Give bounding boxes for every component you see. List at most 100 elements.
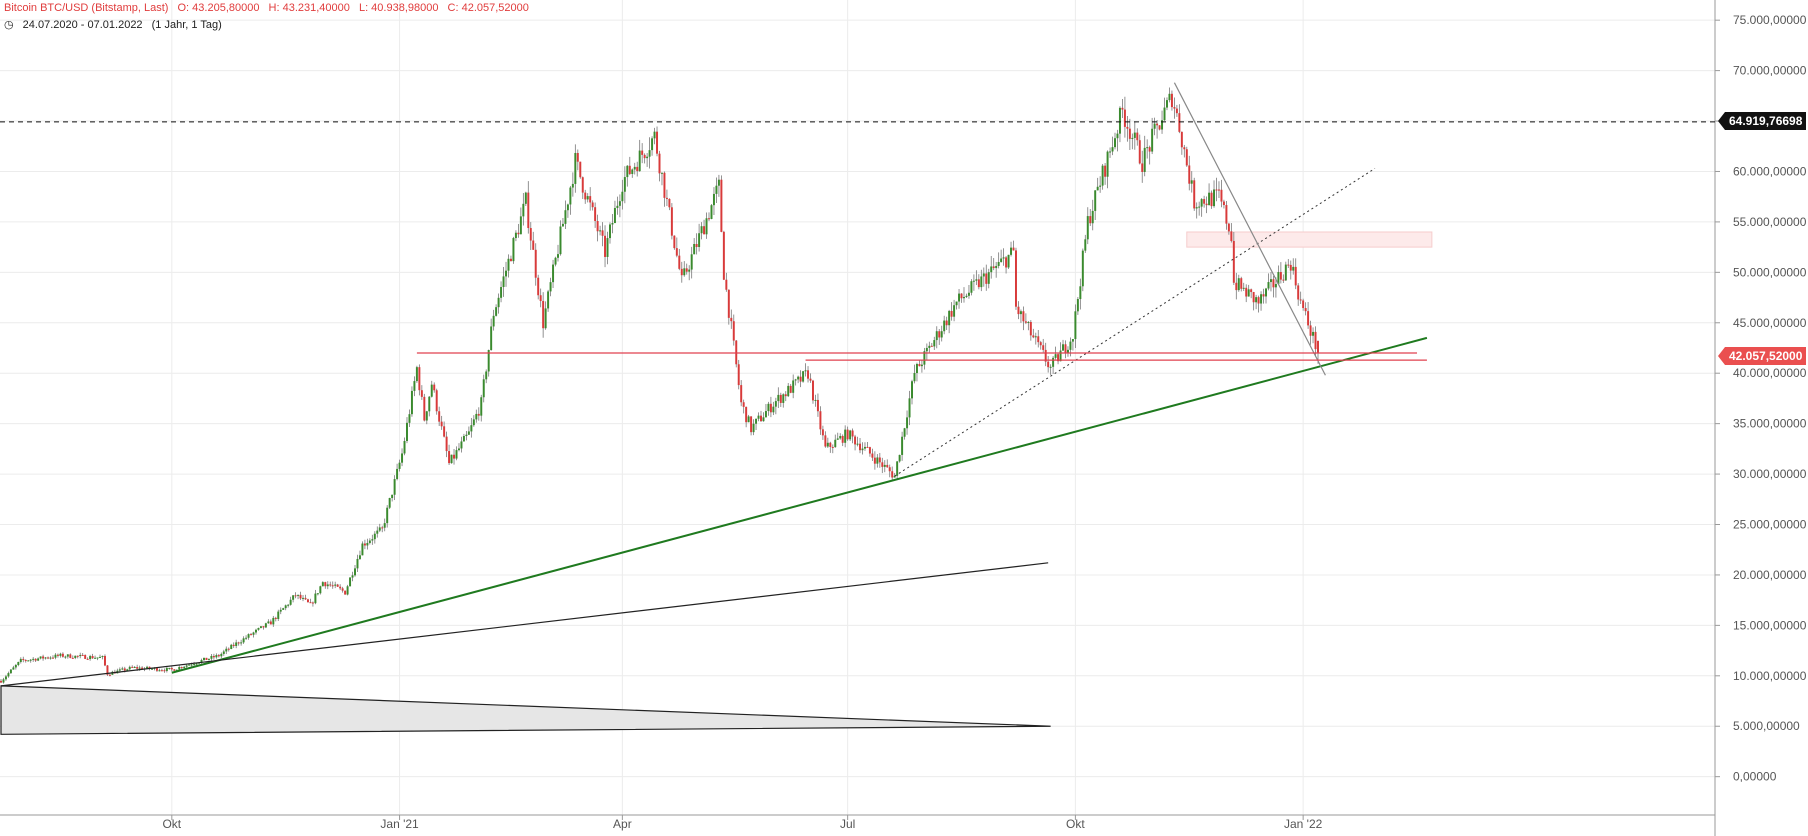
candle-body — [589, 196, 592, 203]
candle-body — [559, 226, 562, 255]
candle-body — [566, 204, 569, 211]
candle-body — [155, 667, 158, 671]
candle-up — [631, 168, 634, 178]
candle-down — [1262, 288, 1265, 304]
candle-body — [376, 530, 379, 534]
candle-body — [168, 667, 171, 669]
candle-body — [391, 494, 394, 499]
candle-body — [514, 232, 517, 239]
candle-down — [61, 652, 64, 658]
x-tick-label: Apr — [613, 817, 632, 831]
candle-body — [462, 435, 465, 442]
candle-body — [262, 626, 265, 628]
candle-body — [878, 457, 881, 463]
candle-body — [1037, 336, 1040, 343]
candle-body — [648, 150, 651, 157]
candle-body — [871, 453, 874, 458]
symbol-label[interactable]: Bitcoin BTC/USD (Bitstamp, Last) — [4, 2, 169, 14]
candle-body — [727, 289, 730, 318]
candle-down — [938, 329, 941, 345]
candle-body — [103, 655, 106, 666]
candle-down — [1245, 284, 1248, 303]
candle-down — [163, 668, 166, 673]
candle-down — [1205, 196, 1208, 214]
candle-body — [1062, 344, 1065, 351]
candle-body — [267, 621, 270, 624]
candle-down — [22, 656, 25, 663]
candle-down — [269, 619, 272, 625]
candle-up — [220, 652, 223, 659]
candle-up — [425, 410, 428, 425]
candle-body — [571, 183, 574, 188]
candle-down — [329, 581, 332, 587]
candle-down — [324, 581, 327, 589]
candle-down — [438, 406, 441, 427]
candle-up — [774, 397, 777, 415]
candle-body — [656, 131, 659, 154]
candle-body — [126, 669, 129, 671]
candle-body — [1183, 147, 1186, 150]
candle-body — [69, 654, 72, 658]
candle-down — [722, 230, 725, 281]
candle-down — [237, 641, 240, 646]
candle-body — [569, 187, 572, 205]
candle-body — [564, 210, 567, 224]
candle-up — [826, 437, 829, 448]
x-tick-label: Okt — [1066, 817, 1085, 831]
candle-body — [294, 595, 297, 597]
candle-down — [1128, 118, 1131, 151]
candle-up — [569, 185, 572, 215]
candle-body — [354, 568, 356, 576]
candle-up — [383, 518, 386, 532]
candle-up — [485, 369, 488, 384]
candle-body — [279, 609, 282, 612]
candle-up — [27, 660, 30, 662]
candle-body — [554, 257, 557, 265]
candle-up — [371, 534, 374, 545]
candle-body — [1027, 321, 1030, 323]
candle-body — [906, 417, 909, 429]
period-label[interactable]: (1 Jahr, 1 Tag) — [151, 19, 222, 31]
y-tick-label: 25.000,00000 — [1733, 518, 1807, 532]
candle-body — [797, 376, 800, 380]
candle-up — [972, 274, 975, 291]
candle-up — [990, 255, 993, 279]
open-value: O: 43.205,80000 — [177, 2, 260, 14]
candle-body — [641, 150, 644, 155]
candle-up — [1163, 97, 1166, 121]
candle-up — [970, 279, 973, 296]
candle-body — [428, 396, 431, 412]
candle-body — [1312, 331, 1315, 336]
candle-up — [326, 581, 329, 590]
candle-body — [56, 654, 59, 656]
candle-body — [911, 381, 913, 399]
candle-down — [103, 654, 106, 667]
candle-body — [183, 666, 186, 669]
date-range-label[interactable]: 24.07.2020 - 07.01.2022 — [22, 19, 143, 31]
candle-body — [128, 666, 131, 670]
clock-icon[interactable]: ◷ — [4, 19, 14, 31]
candle-body — [1292, 266, 1295, 271]
candle-body — [1262, 294, 1265, 297]
candle-body — [1208, 192, 1211, 206]
candle-down — [1017, 301, 1020, 320]
candle-body — [1086, 216, 1089, 240]
candle-body — [165, 667, 168, 671]
candle-up — [836, 432, 839, 440]
candle-down — [344, 590, 347, 595]
candle-body — [1287, 264, 1290, 266]
candle-body — [955, 301, 958, 306]
candle-down — [1282, 274, 1285, 284]
candle-body — [1131, 137, 1134, 139]
candle-body — [237, 642, 240, 644]
candle-body — [1255, 297, 1258, 303]
candle-body — [816, 399, 819, 412]
trendline — [0, 562, 1049, 687]
candle-body — [794, 379, 797, 381]
candle-body — [963, 296, 965, 299]
candle-up — [876, 454, 879, 468]
candle-up — [752, 419, 755, 436]
candle-body — [660, 172, 663, 174]
